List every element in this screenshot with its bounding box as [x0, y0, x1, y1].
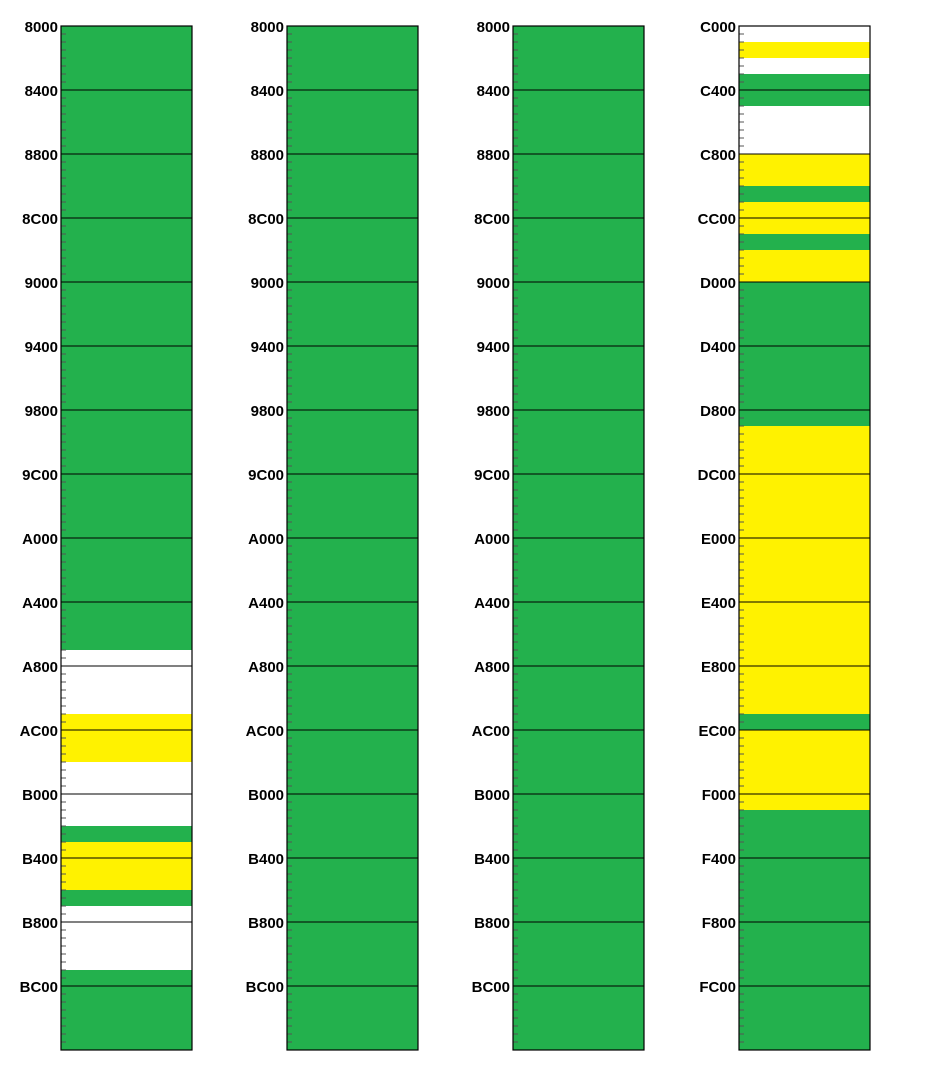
tick-label: C000: [700, 19, 736, 36]
tick-label: BC00: [20, 979, 58, 996]
segment-green: [739, 186, 870, 202]
tick-label: BC00: [246, 979, 284, 996]
segment-green: [739, 282, 870, 426]
tick-label: A400: [248, 595, 284, 612]
segment-yellow: [739, 154, 870, 186]
tick-label: C800: [700, 147, 736, 164]
tick-label: 8800: [477, 147, 510, 164]
tick-label: 9C00: [22, 467, 58, 484]
segment-yellow: [739, 730, 870, 810]
tick-label: 9400: [25, 339, 58, 356]
tick-label: 8400: [477, 83, 510, 100]
tick-label: A800: [22, 659, 58, 676]
tick-label: B800: [22, 915, 58, 932]
tick-label: A000: [248, 531, 284, 548]
tick-label: B000: [22, 787, 58, 804]
column-border: [60, 25, 193, 1051]
tick-label: FC00: [699, 979, 736, 996]
segment-yellow: [61, 714, 192, 762]
tick-label: BC00: [472, 979, 510, 996]
tick-label: B000: [248, 787, 284, 804]
segment-green: [739, 810, 870, 1050]
tick-label: B800: [248, 915, 284, 932]
tick-label: AC00: [20, 723, 58, 740]
tick-label: 8C00: [22, 211, 58, 228]
tick-label: B800: [474, 915, 510, 932]
tick-label: 9800: [25, 403, 58, 420]
tick-label: 8400: [251, 83, 284, 100]
tick-label: A800: [248, 659, 284, 676]
tick-label: A400: [474, 595, 510, 612]
tick-label: E800: [701, 659, 736, 676]
tick-label: B000: [474, 787, 510, 804]
tick-label: A400: [22, 595, 58, 612]
tick-label: C400: [700, 83, 736, 100]
tick-label: D000: [700, 275, 736, 292]
segment-green: [61, 826, 192, 842]
tick-label: 8C00: [248, 211, 284, 228]
segment-white: [739, 26, 870, 42]
segment-green: [739, 234, 870, 250]
segment-yellow: [61, 842, 192, 890]
memory-column-3: 8000 8400 8800 8C00 9000 9400 9800 9C00 A000 A400…: [472, 19, 645, 1051]
tick-label: 8000: [477, 19, 510, 36]
column-border: [738, 25, 871, 1051]
tick-label: E400: [701, 595, 736, 612]
segment-yellow: [739, 426, 870, 714]
segment-yellow: [739, 42, 870, 58]
tick-label: D400: [700, 339, 736, 356]
memory-column-4: C000 C400 C800 CC00 D000 D400 D800 DC00 E000 E400…: [698, 19, 871, 1051]
tick-label: A000: [474, 531, 510, 548]
column-border: [512, 25, 645, 1051]
tick-label: AC00: [246, 723, 284, 740]
tick-label: 9C00: [248, 467, 284, 484]
tick-label: 8C00: [474, 211, 510, 228]
tick-label: A000: [22, 531, 58, 548]
tick-label: 9000: [25, 275, 58, 292]
tick-label: F000: [702, 787, 736, 804]
segment-green: [61, 890, 192, 906]
segment-white: [61, 650, 192, 714]
segment-green: [61, 970, 192, 1050]
tick-label: 8400: [25, 83, 58, 100]
tick-label: 9000: [477, 275, 510, 292]
tick-label: F800: [702, 915, 736, 932]
memory-column-1: 8000 8400 8800 8C00 9000 9400 9800 9C00 A000 A400…: [20, 19, 193, 1051]
tick-label: D800: [700, 403, 736, 420]
memory-column-2: 8000 8400 8800 8C00 9000 9400 9800 9C00 A000 A400…: [246, 19, 419, 1051]
tick-label: 8800: [251, 147, 284, 164]
column-border: [286, 25, 419, 1051]
tick-label: 9C00: [474, 467, 510, 484]
tick-label: EC00: [698, 723, 736, 740]
segment-white: [739, 106, 870, 154]
tick-label: 9800: [251, 403, 284, 420]
tick-label: B400: [474, 851, 510, 868]
tick-label: 9400: [477, 339, 510, 356]
tick-label: 8000: [251, 19, 284, 36]
tick-label: 9000: [251, 275, 284, 292]
tick-label: 9400: [251, 339, 284, 356]
tick-label: 9800: [477, 403, 510, 420]
segment-yellow: [739, 250, 870, 282]
segment-green: [61, 26, 192, 650]
tick-label: E000: [701, 531, 736, 548]
tick-label: DC00: [698, 467, 736, 484]
tick-label: F400: [702, 851, 736, 868]
segment-green: [739, 714, 870, 730]
tick-label: A800: [474, 659, 510, 676]
tick-label: 8800: [25, 147, 58, 164]
tick-label: CC00: [698, 211, 736, 228]
tick-label: B400: [22, 851, 58, 868]
segment-white: [61, 906, 192, 970]
tick-label: B400: [248, 851, 284, 868]
tick-label: AC00: [472, 723, 510, 740]
tick-label: 8000: [25, 19, 58, 36]
segment-white: [739, 58, 870, 74]
